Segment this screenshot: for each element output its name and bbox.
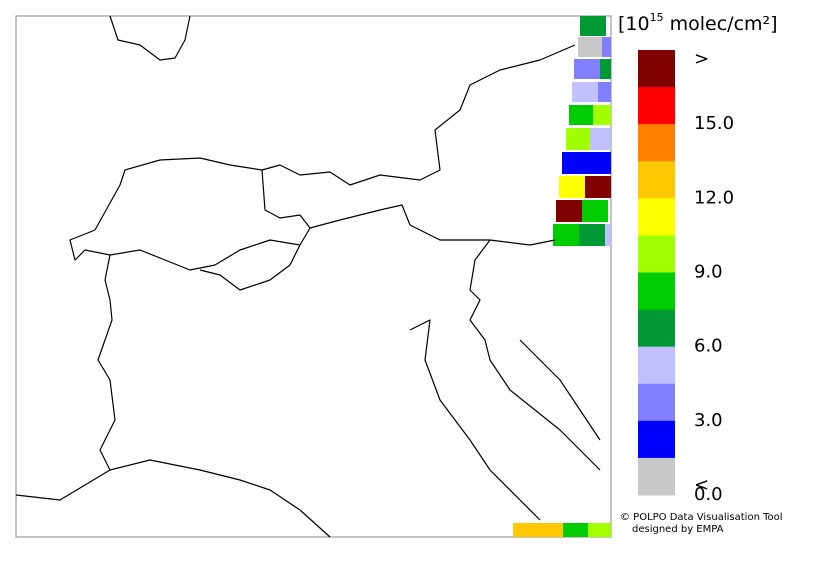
colorbar-label: 0.0 xyxy=(694,484,723,505)
map-frame xyxy=(15,15,612,538)
colorbar: >15.0 12.0 9.0 6.0 3.0 0.0< xyxy=(638,48,734,505)
colorbar-label: 3.0 xyxy=(694,410,723,431)
borders xyxy=(15,15,601,538)
colorbar-box xyxy=(638,457,675,496)
swaths xyxy=(513,16,611,537)
credit-line: © POLPO Data Visualisation Tool xyxy=(620,512,783,523)
colorbar-label: 15.0 xyxy=(694,113,734,134)
colorbar-label: 12.0 xyxy=(694,187,734,208)
colorbar-box xyxy=(638,161,675,199)
colorbar-box xyxy=(638,198,675,236)
map xyxy=(15,15,612,538)
credit-line: designed by EMPA xyxy=(632,524,724,535)
colorbar-label: > xyxy=(694,48,709,69)
colorbar-label: 6.0 xyxy=(694,336,723,357)
colorbar-box xyxy=(638,50,675,88)
legend-title: [1015 molec/cm²] xyxy=(618,11,778,35)
colorbar-box xyxy=(638,346,675,385)
legend-title-suffix: molec/cm²] xyxy=(664,13,778,35)
colorbar-box xyxy=(638,235,675,273)
colorbar-box xyxy=(638,87,675,125)
colorbar-box xyxy=(638,383,675,422)
colorbar-label: < xyxy=(694,475,709,496)
colorbar-label: 9.0 xyxy=(694,262,723,283)
legend-title-prefix: [10 xyxy=(618,13,650,35)
colorbar-box xyxy=(638,124,675,162)
legend-title-exponent: 15 xyxy=(650,11,664,24)
colorbar-box xyxy=(638,309,675,348)
colorbar-box xyxy=(638,420,675,459)
colorbar-box xyxy=(638,272,675,311)
